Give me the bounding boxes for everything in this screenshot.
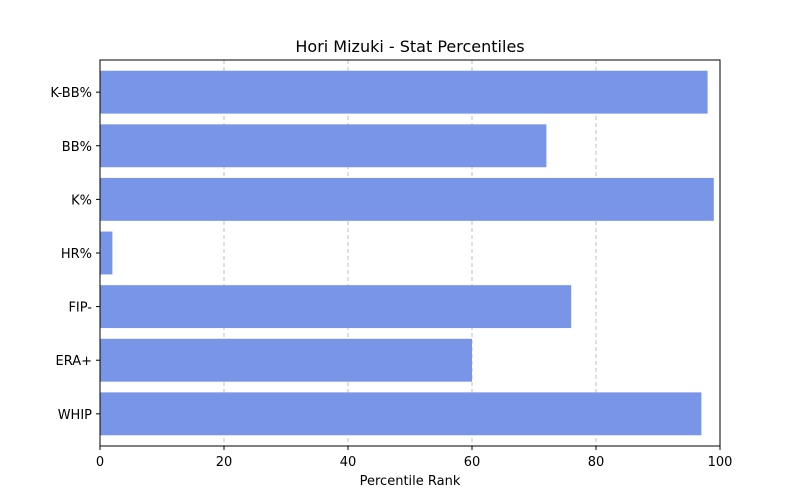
y-tick-label: K-BB% [50,86,92,101]
bar-fip- [100,285,572,329]
x-axis-label: Percentile Rank [360,474,461,489]
bar-bb- [100,124,547,168]
y-tick-label: K% [71,193,92,208]
x-tick-label: 0 [96,455,104,470]
bar-k- [100,177,714,221]
y-tick-label: ERA+ [55,354,92,369]
y-axis-ticks: K-BB% BB% K% HR% FIP- ERA+ WHIP [50,86,100,423]
x-tick-label: 60 [464,455,481,470]
plot-frame [99,59,721,447]
y-tick-label: FIP- [68,301,92,316]
x-tick-label: 100 [708,455,733,470]
bars [100,70,714,436]
x-tick-label: 40 [340,455,357,470]
y-tick-label: BB% [62,140,92,155]
x-gridlines [223,60,597,446]
y-tick-label: WHIP [58,408,92,423]
x-tick-label: 20 [216,455,233,470]
x-axis-ticks: 0 20 40 60 80 100 [96,446,733,470]
chart-title: Hori Mizuki - Stat Percentiles [295,37,524,56]
bar-era- [100,338,472,382]
bar-k-bb- [100,70,708,114]
bar-whip [100,392,702,436]
bar-hr- [100,231,113,275]
y-tick-label: HR% [61,247,92,262]
x-tick-label: 80 [588,455,605,470]
